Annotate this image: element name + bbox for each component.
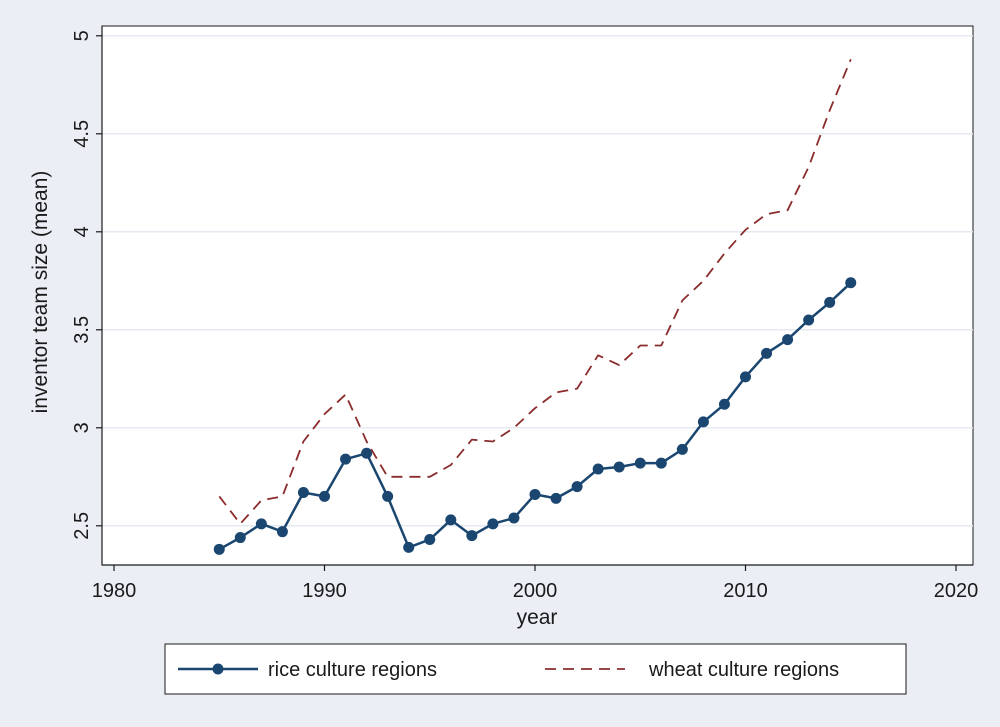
- gridlines: [102, 35, 973, 527]
- data-point-rice: [424, 534, 436, 546]
- x-tick-label: 1980: [92, 580, 137, 602]
- x-tick-label: 1990: [302, 580, 347, 602]
- x-tick-label: 2020: [934, 580, 979, 602]
- data-point-rice: [466, 530, 478, 542]
- data-point-rice: [234, 532, 246, 544]
- data-point-rice: [824, 296, 836, 308]
- data-point-rice: [550, 492, 562, 504]
- data-point-rice: [740, 371, 751, 383]
- plot-area: [101, 25, 974, 566]
- data-point-rice: [761, 347, 773, 359]
- x-tick-label: 2000: [513, 580, 558, 602]
- data-point-rice: [487, 518, 499, 530]
- data-point-rice: [571, 481, 583, 493]
- data-point-rice: [782, 334, 794, 346]
- data-point-rice: [403, 541, 415, 553]
- data-point-rice: [592, 463, 604, 475]
- data-point-rice: [803, 314, 815, 326]
- series-layer: [213, 58, 857, 555]
- y-tick-label: 3.5: [71, 316, 93, 344]
- data-point-rice: [718, 398, 730, 410]
- y-tick-label: 2.5: [71, 512, 93, 540]
- x-axis-ticks: 1980 1990 2000 2010 2020: [92, 565, 979, 602]
- series-line-wheat: [218, 58, 852, 525]
- data-point-rice: [340, 453, 352, 465]
- data-point-rice: [613, 461, 625, 473]
- data-point-rice: [676, 443, 688, 455]
- legend-label-rice: rice culture regions: [268, 659, 437, 681]
- legend: rice culture regions wheat culture regio…: [164, 643, 907, 695]
- data-point-rice: [845, 277, 857, 289]
- data-point-rice: [213, 543, 225, 555]
- y-tick-label: 5: [71, 30, 93, 41]
- x-axis-title: year: [517, 606, 558, 629]
- data-point-rice: [255, 518, 267, 530]
- y-tick-label: 4: [71, 226, 93, 237]
- data-point-rice: [319, 490, 330, 502]
- data-point-rice: [508, 512, 520, 524]
- data-point-rice: [276, 526, 288, 538]
- x-tick-label: 2010: [723, 580, 768, 602]
- legend-box: [164, 643, 907, 695]
- y-tick-label: 3: [71, 422, 93, 433]
- data-point-rice: [445, 514, 457, 526]
- data-point-rice: [697, 416, 709, 428]
- y-axis-ticks: 2.5 3 3.5 4 4.5 5: [71, 30, 102, 540]
- data-point-rice: [634, 457, 646, 469]
- legend-marker-rice: [212, 663, 224, 675]
- y-axis-title: inventor team size (mean): [29, 171, 52, 414]
- data-point-rice: [382, 490, 394, 502]
- data-point-rice: [361, 447, 373, 459]
- y-tick-label: 4.5: [71, 120, 93, 148]
- data-point-rice: [297, 486, 309, 498]
- axes: [101, 26, 973, 566]
- data-point-rice: [655, 457, 667, 469]
- legend-label-wheat: wheat culture regions: [648, 659, 839, 681]
- data-point-rice: [529, 488, 541, 500]
